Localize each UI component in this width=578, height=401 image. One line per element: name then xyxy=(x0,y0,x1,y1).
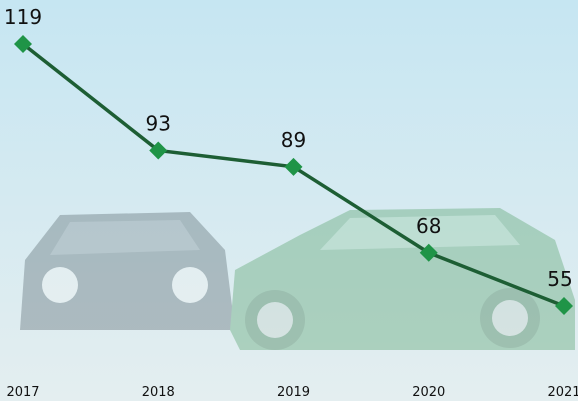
marker xyxy=(284,157,303,176)
value-label: 119 xyxy=(4,5,42,29)
marker xyxy=(419,243,438,262)
marker xyxy=(149,141,168,160)
x-tick-label: 2018 xyxy=(142,385,175,400)
value-label: 93 xyxy=(146,111,171,135)
marker xyxy=(14,35,32,53)
value-label: 68 xyxy=(416,214,441,238)
x-tick-label: 2017 xyxy=(6,385,39,400)
x-tick-label: 2019 xyxy=(277,385,310,400)
x-tick-label: 2021 xyxy=(547,385,578,400)
value-label: 55 xyxy=(547,267,572,291)
background-illustration xyxy=(20,208,575,350)
x-tick-label: 2020 xyxy=(412,385,445,400)
plot-area: 2017 2018 2019 2020 2021 119 93 89 68 55 xyxy=(4,5,578,400)
marker xyxy=(555,297,573,315)
value-label: 89 xyxy=(281,128,306,152)
